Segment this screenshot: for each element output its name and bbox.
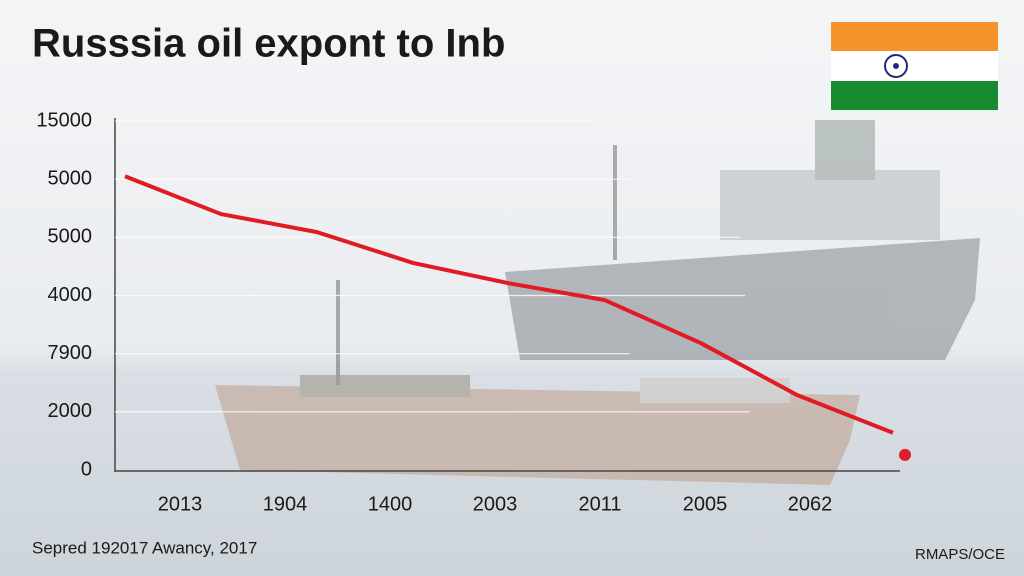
x-tick-label: 2011 xyxy=(578,493,621,515)
y-tick-label: 5000 xyxy=(48,226,93,248)
x-tick-label: 2003 xyxy=(473,493,518,515)
y-tick-label: 2000 xyxy=(48,400,93,422)
chart-title: Russsia oil expont to Inb xyxy=(32,22,505,66)
x-tick-label: 2062 xyxy=(788,493,833,515)
y-tick-label: 0 xyxy=(81,458,92,480)
y-tick-label: 15000 xyxy=(36,109,92,131)
y-tick-label: 4000 xyxy=(48,284,93,306)
line xyxy=(124,174,894,435)
ships xyxy=(215,120,980,485)
x-tick-label: 2013 xyxy=(158,493,203,515)
footnote: Sepred 192017 Awancy, 2017 xyxy=(32,538,257,557)
x-tick-label: 1400 xyxy=(368,493,413,515)
end-point xyxy=(899,448,911,461)
flag xyxy=(831,22,998,110)
source: RMAPS/OCE xyxy=(915,546,1005,563)
y-tick-label: 7900 xyxy=(48,342,93,364)
y-tick-label: 5000 xyxy=(48,167,93,189)
x-tick-label: 2005 xyxy=(683,493,728,515)
x-tick-label: 1904 xyxy=(263,493,308,515)
